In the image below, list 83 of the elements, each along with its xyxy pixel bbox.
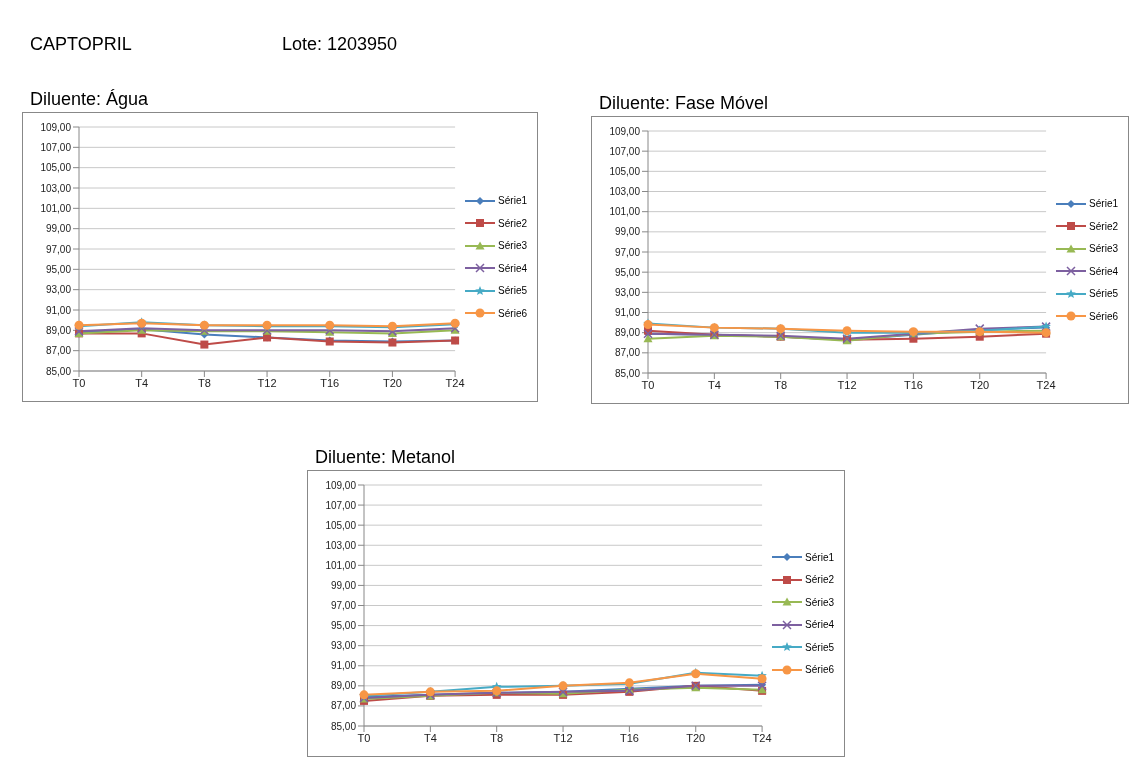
- y-tick-label: 101,00: [609, 206, 641, 218]
- y-tick-label: 109,00: [325, 479, 357, 491]
- legend-label: Série6: [805, 664, 834, 676]
- x-tick-label: T12: [257, 376, 277, 389]
- y-tick-label: 97,00: [614, 246, 641, 258]
- y-tick-label: 99,00: [330, 579, 357, 591]
- y-tick-label: 85,00: [614, 367, 641, 379]
- legend-label: Série3: [805, 596, 834, 608]
- y-tick-label: 95,00: [330, 620, 357, 632]
- legend-label: Série5: [805, 641, 834, 653]
- legend-label: Série2: [805, 574, 834, 586]
- x-tick-label: T12: [553, 731, 573, 744]
- x-tick-label: T24: [1036, 378, 1056, 391]
- legend-label: Série4: [498, 262, 527, 274]
- x-tick-label: T20: [382, 376, 402, 389]
- y-tick-label: 107,00: [40, 141, 72, 153]
- y-tick-label: 93,00: [45, 284, 72, 296]
- y-tick-label: 89,00: [45, 324, 72, 336]
- x-tick-label: T8: [490, 731, 504, 744]
- y-tick-label: 87,00: [45, 345, 72, 357]
- y-tick-label: 97,00: [330, 600, 357, 612]
- legend-label: Série1: [1089, 198, 1118, 210]
- x-tick-label: T20: [686, 731, 706, 744]
- y-tick-label: 95,00: [614, 266, 641, 278]
- chart-title: Diluente: Fase Móvel: [599, 92, 770, 115]
- x-tick-label: T4: [423, 731, 437, 744]
- legend-label: Série4: [805, 619, 834, 631]
- x-tick-label: T20: [970, 378, 990, 391]
- y-tick-label: 85,00: [330, 720, 357, 732]
- y-tick-label: 99,00: [45, 223, 72, 235]
- x-tick-label: T12: [837, 378, 857, 391]
- legend-label: Série1: [498, 195, 527, 207]
- x-tick-label: T16: [903, 378, 923, 391]
- x-tick-label: T4: [707, 378, 721, 391]
- y-tick-label: 105,00: [40, 162, 72, 174]
- y-tick-label: 109,00: [40, 121, 72, 133]
- y-tick-label: 99,00: [614, 226, 641, 238]
- y-tick-label: 93,00: [330, 640, 357, 652]
- x-tick-label: T24: [752, 731, 772, 744]
- y-tick-label: 109,00: [609, 125, 641, 137]
- y-tick-label: 91,00: [330, 660, 357, 672]
- y-tick-label: 85,00: [45, 365, 72, 377]
- legend-label: Série3: [1089, 243, 1118, 255]
- legend-label: Série6: [498, 307, 527, 319]
- y-tick-label: 103,00: [609, 186, 641, 198]
- legend-label: Série2: [498, 217, 527, 229]
- y-tick-label: 107,00: [325, 499, 357, 511]
- legend-label: Série1: [805, 551, 834, 563]
- y-tick-label: 89,00: [330, 680, 357, 692]
- x-tick-label: T16: [619, 731, 639, 744]
- x-tick-label: T0: [357, 731, 371, 744]
- legend-label: Série2: [1089, 220, 1118, 232]
- legend-label: Série5: [498, 285, 527, 297]
- x-tick-label: T24: [445, 376, 465, 389]
- y-tick-label: 87,00: [614, 347, 641, 359]
- x-tick-label: T16: [320, 376, 340, 389]
- legend-label: Série4: [1089, 265, 1118, 277]
- text: Lote: 1203950: [282, 34, 398, 55]
- x-tick-label: T8: [774, 378, 788, 391]
- y-tick-label: 95,00: [45, 263, 72, 275]
- y-tick-label: 93,00: [614, 286, 641, 298]
- chart-title: Diluente: Metanol: [315, 446, 457, 469]
- legend-label: Série6: [1089, 310, 1118, 322]
- text: CAPTOPRIL: [30, 34, 132, 55]
- y-tick-label: 97,00: [45, 243, 72, 255]
- chart-title: Diluente: Água: [30, 88, 150, 111]
- y-tick-label: 105,00: [609, 165, 641, 177]
- y-tick-label: 103,00: [40, 182, 72, 194]
- legend-label: Série3: [498, 240, 527, 252]
- y-tick-label: 101,00: [325, 559, 357, 571]
- x-tick-label: T8: [197, 376, 211, 389]
- y-tick-label: 89,00: [614, 327, 641, 339]
- y-tick-label: 105,00: [325, 519, 357, 531]
- y-tick-label: 101,00: [40, 202, 72, 214]
- legend-label: Série5: [1089, 288, 1118, 300]
- y-tick-label: 91,00: [614, 307, 641, 319]
- y-tick-label: 107,00: [609, 145, 641, 157]
- y-tick-label: 87,00: [330, 700, 357, 712]
- x-tick-label: T0: [641, 378, 655, 391]
- y-tick-label: 103,00: [325, 539, 357, 551]
- y-tick-label: 91,00: [45, 304, 72, 316]
- x-tick-label: T0: [72, 376, 86, 389]
- x-tick-label: T4: [135, 376, 149, 389]
